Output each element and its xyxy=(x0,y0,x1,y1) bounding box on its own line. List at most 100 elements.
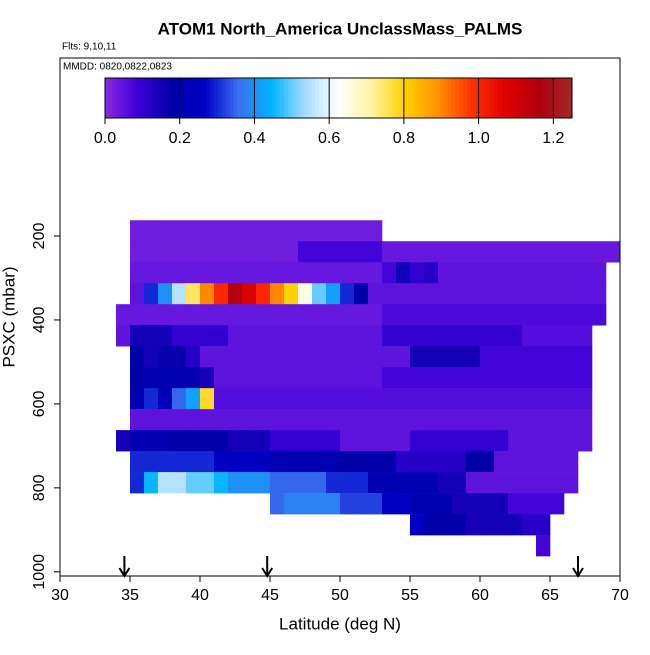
cell xyxy=(368,451,383,473)
cell xyxy=(312,283,327,305)
colorbar-swatch xyxy=(124,78,129,118)
cell xyxy=(368,220,383,242)
cell xyxy=(200,388,215,410)
cell xyxy=(424,241,439,263)
x-tick-label: 30 xyxy=(51,587,69,604)
cell xyxy=(522,367,537,389)
colorbar-swatch xyxy=(147,78,153,118)
colorbar-swatch xyxy=(513,78,519,118)
cell xyxy=(326,325,341,347)
cell xyxy=(438,262,453,284)
cell xyxy=(564,325,579,347)
arrow-head xyxy=(572,567,584,578)
cell xyxy=(494,409,509,431)
cell xyxy=(522,241,537,263)
cell xyxy=(438,388,453,410)
colorbar-swatch xyxy=(190,78,196,118)
cell xyxy=(396,493,411,515)
colorbar-swatch xyxy=(299,78,304,118)
cell xyxy=(284,367,299,389)
cell xyxy=(228,220,243,242)
cell xyxy=(130,283,145,305)
cell xyxy=(452,430,467,452)
cell xyxy=(298,388,313,410)
cell xyxy=(368,409,383,431)
cell xyxy=(410,514,425,536)
x-tick-label: 65 xyxy=(541,587,559,604)
colorbar-swatch xyxy=(412,78,417,118)
colorbar-swatch xyxy=(463,78,468,118)
cell xyxy=(578,388,593,410)
cell xyxy=(256,472,271,494)
cell xyxy=(410,451,425,473)
chart-title: ATOM1 North_America UnclassMass_PALMS xyxy=(158,19,523,38)
cell xyxy=(130,346,145,368)
cell xyxy=(270,346,285,368)
colorbar-swatch xyxy=(361,78,367,118)
cell xyxy=(340,451,355,473)
cell xyxy=(326,430,341,452)
cell xyxy=(480,283,495,305)
cell xyxy=(550,472,565,494)
colorbar-swatch xyxy=(319,78,324,118)
cell xyxy=(284,262,299,284)
cell xyxy=(382,493,397,515)
cell xyxy=(284,220,299,242)
colorbar-swatch xyxy=(295,78,301,118)
cell xyxy=(480,262,495,284)
colorbar-swatch xyxy=(175,78,180,118)
cell xyxy=(438,325,453,347)
flight-arrow xyxy=(118,556,131,578)
cell xyxy=(382,430,397,452)
cell xyxy=(466,472,481,494)
cell xyxy=(214,430,229,452)
cell xyxy=(508,388,523,410)
cell xyxy=(200,304,215,326)
cell xyxy=(214,325,229,347)
cell xyxy=(452,409,467,431)
colorbar-swatch xyxy=(439,78,445,118)
cell xyxy=(340,472,355,494)
colorbar-swatch xyxy=(552,78,557,118)
cell xyxy=(284,283,299,305)
cell xyxy=(508,283,523,305)
cell xyxy=(172,388,187,410)
cell xyxy=(410,304,425,326)
cell xyxy=(564,430,579,452)
cell xyxy=(172,430,187,452)
cell xyxy=(256,241,271,263)
cell xyxy=(158,325,173,347)
cell xyxy=(284,241,299,263)
cell xyxy=(438,409,453,431)
cell xyxy=(186,325,201,347)
colorbar-swatch xyxy=(182,78,188,118)
cell xyxy=(270,220,285,242)
colorbar-frame xyxy=(104,77,573,119)
cell xyxy=(508,325,523,347)
cell xyxy=(438,493,453,515)
colorbar-swatch xyxy=(568,78,573,118)
cell xyxy=(592,262,607,284)
cell xyxy=(466,388,481,410)
cell xyxy=(536,535,551,557)
cell xyxy=(382,409,397,431)
cell xyxy=(396,451,411,473)
cell xyxy=(536,304,551,326)
colorbar-swatch xyxy=(248,78,254,118)
cell xyxy=(340,367,355,389)
cell xyxy=(228,451,243,473)
colorbar-swatch xyxy=(171,78,176,118)
cell xyxy=(158,262,173,284)
cell xyxy=(536,451,551,473)
cell xyxy=(382,262,397,284)
colorbar-swatch xyxy=(105,78,110,118)
cell xyxy=(186,409,201,431)
cell xyxy=(508,346,523,368)
cell xyxy=(522,325,537,347)
cell xyxy=(508,241,523,263)
cell xyxy=(340,493,355,515)
cell xyxy=(298,325,313,347)
cell xyxy=(382,388,397,410)
cell xyxy=(312,493,327,515)
cell xyxy=(452,304,467,326)
